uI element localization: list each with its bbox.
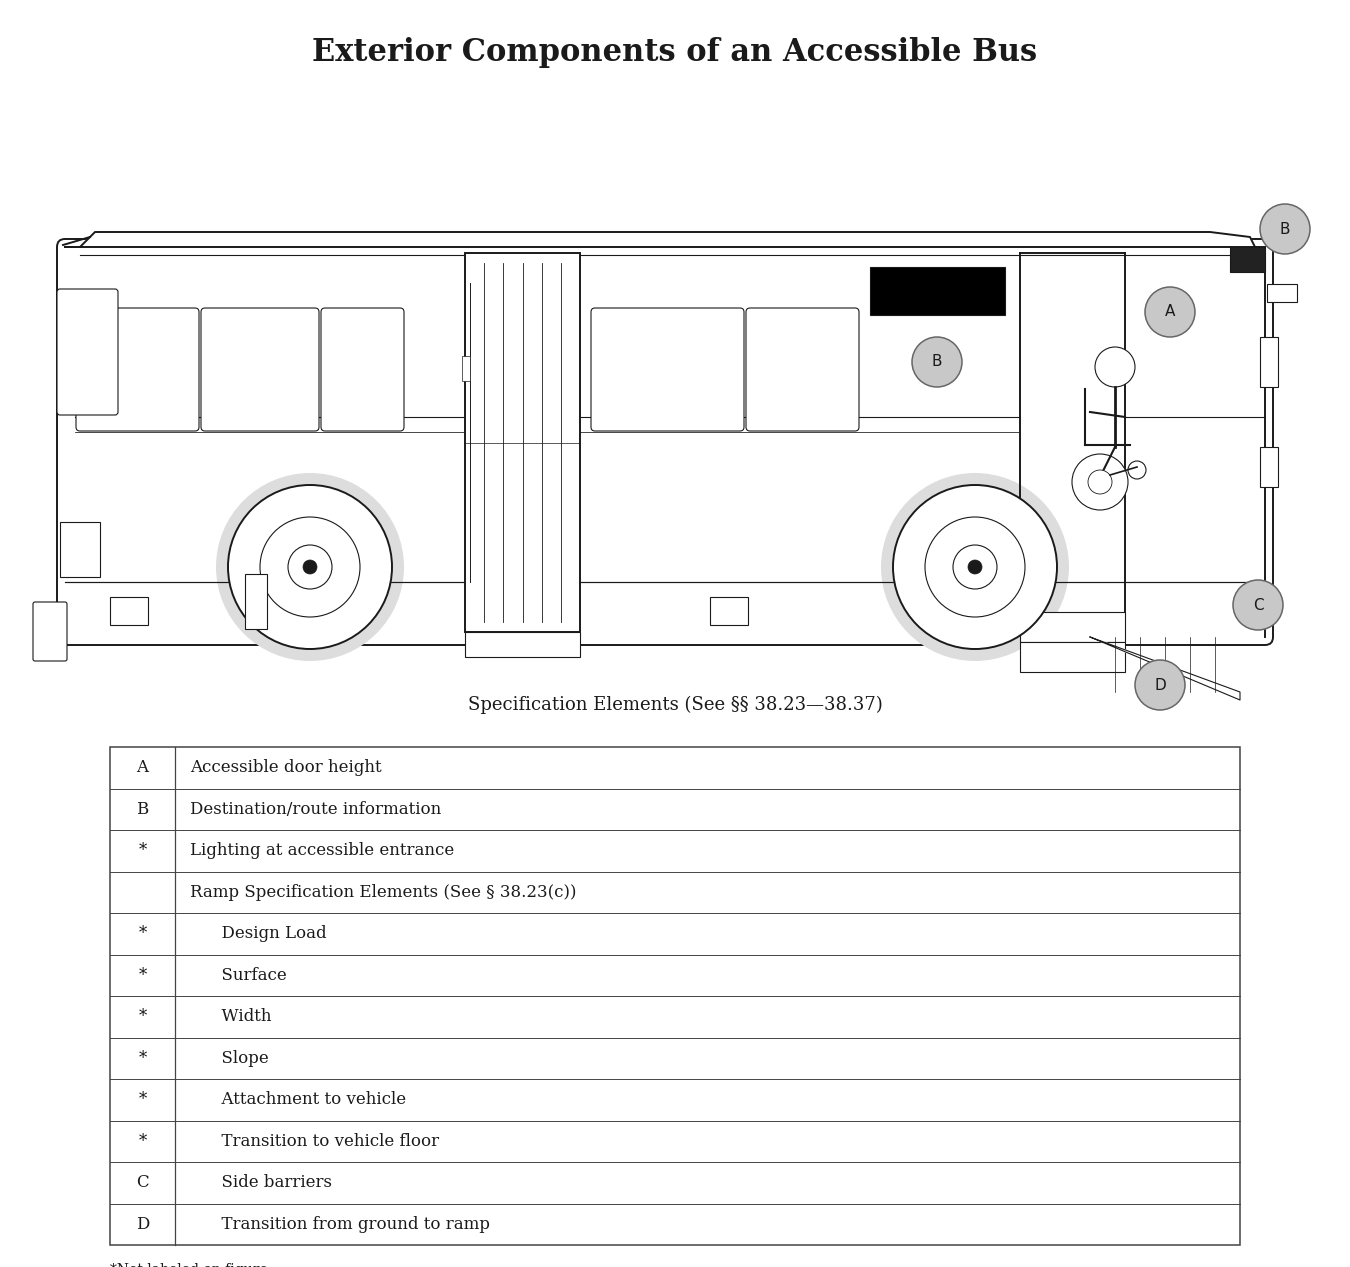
Text: Attachment to vehicle: Attachment to vehicle bbox=[190, 1091, 406, 1109]
Text: C: C bbox=[1253, 598, 1264, 612]
Circle shape bbox=[261, 517, 360, 617]
Text: *: * bbox=[138, 1009, 147, 1025]
Circle shape bbox=[302, 560, 317, 574]
Text: Specification Elements (See §§ 38.23—38.37): Specification Elements (See §§ 38.23—38.… bbox=[467, 696, 883, 715]
FancyBboxPatch shape bbox=[321, 308, 404, 431]
Text: D: D bbox=[136, 1216, 150, 1233]
Text: *: * bbox=[138, 1091, 147, 1109]
Text: *: * bbox=[138, 925, 147, 943]
Text: B: B bbox=[136, 801, 148, 817]
Circle shape bbox=[892, 485, 1057, 649]
Bar bbox=[244, 574, 267, 628]
Circle shape bbox=[882, 473, 1069, 661]
Circle shape bbox=[1260, 204, 1310, 253]
Text: Exterior Components of an Accessible Bus: Exterior Components of an Accessible Bus bbox=[312, 37, 1038, 67]
Text: Transition to vehicle floor: Transition to vehicle floor bbox=[190, 1133, 439, 1149]
Text: B: B bbox=[931, 355, 942, 370]
Text: *Not labeled on figure: *Not labeled on figure bbox=[109, 1263, 267, 1267]
FancyBboxPatch shape bbox=[591, 308, 744, 431]
Text: Transition from ground to ramp: Transition from ground to ramp bbox=[190, 1216, 490, 1233]
Text: Accessible door height: Accessible door height bbox=[190, 759, 382, 777]
Bar bbox=[109, 748, 1241, 1245]
Text: *: * bbox=[138, 1050, 147, 1067]
Bar bbox=[59, 522, 100, 576]
Text: Lighting at accessible entrance: Lighting at accessible entrance bbox=[190, 843, 454, 859]
Circle shape bbox=[913, 337, 963, 386]
Circle shape bbox=[925, 517, 1025, 617]
Circle shape bbox=[1233, 580, 1282, 630]
Bar bbox=[462, 356, 470, 381]
Circle shape bbox=[1095, 347, 1135, 386]
Circle shape bbox=[216, 473, 404, 661]
Text: Destination/route information: Destination/route information bbox=[190, 801, 441, 817]
Circle shape bbox=[1135, 660, 1185, 710]
Text: Width: Width bbox=[190, 1009, 271, 1025]
Text: Slope: Slope bbox=[190, 1050, 269, 1067]
Bar bbox=[1021, 642, 1125, 672]
Text: Surface: Surface bbox=[190, 967, 286, 983]
Polygon shape bbox=[65, 232, 1265, 257]
FancyBboxPatch shape bbox=[201, 308, 319, 431]
FancyBboxPatch shape bbox=[57, 239, 1273, 645]
Circle shape bbox=[1145, 288, 1195, 337]
Bar bbox=[464, 632, 580, 658]
Text: D: D bbox=[1154, 678, 1166, 693]
Circle shape bbox=[968, 560, 981, 574]
Circle shape bbox=[1088, 470, 1112, 494]
Text: Design Load: Design Load bbox=[190, 925, 327, 943]
Text: B: B bbox=[1280, 222, 1291, 237]
FancyBboxPatch shape bbox=[747, 308, 859, 431]
Text: C: C bbox=[136, 1175, 148, 1191]
FancyBboxPatch shape bbox=[57, 289, 117, 416]
Bar bbox=[1021, 612, 1125, 642]
Text: Side barriers: Side barriers bbox=[190, 1175, 332, 1191]
Bar bbox=[1260, 337, 1278, 386]
Text: A: A bbox=[136, 759, 148, 777]
Circle shape bbox=[953, 545, 998, 589]
Circle shape bbox=[1072, 454, 1129, 511]
Bar bbox=[710, 597, 748, 625]
Bar bbox=[109, 597, 148, 625]
Text: *: * bbox=[138, 843, 147, 859]
Bar bbox=[869, 267, 1004, 315]
Circle shape bbox=[288, 545, 332, 589]
FancyBboxPatch shape bbox=[76, 308, 198, 431]
FancyBboxPatch shape bbox=[32, 602, 68, 661]
Circle shape bbox=[1129, 461, 1146, 479]
Text: Ramp Specification Elements (See § 38.23(c)): Ramp Specification Elements (See § 38.23… bbox=[190, 884, 576, 901]
Bar bbox=[1260, 447, 1278, 487]
Bar bbox=[1268, 284, 1297, 302]
Text: *: * bbox=[138, 1133, 147, 1149]
Bar bbox=[464, 253, 580, 632]
Polygon shape bbox=[1089, 637, 1241, 699]
Text: *: * bbox=[138, 967, 147, 983]
Bar bbox=[1230, 247, 1265, 272]
Circle shape bbox=[228, 485, 392, 649]
Text: A: A bbox=[1165, 304, 1176, 319]
